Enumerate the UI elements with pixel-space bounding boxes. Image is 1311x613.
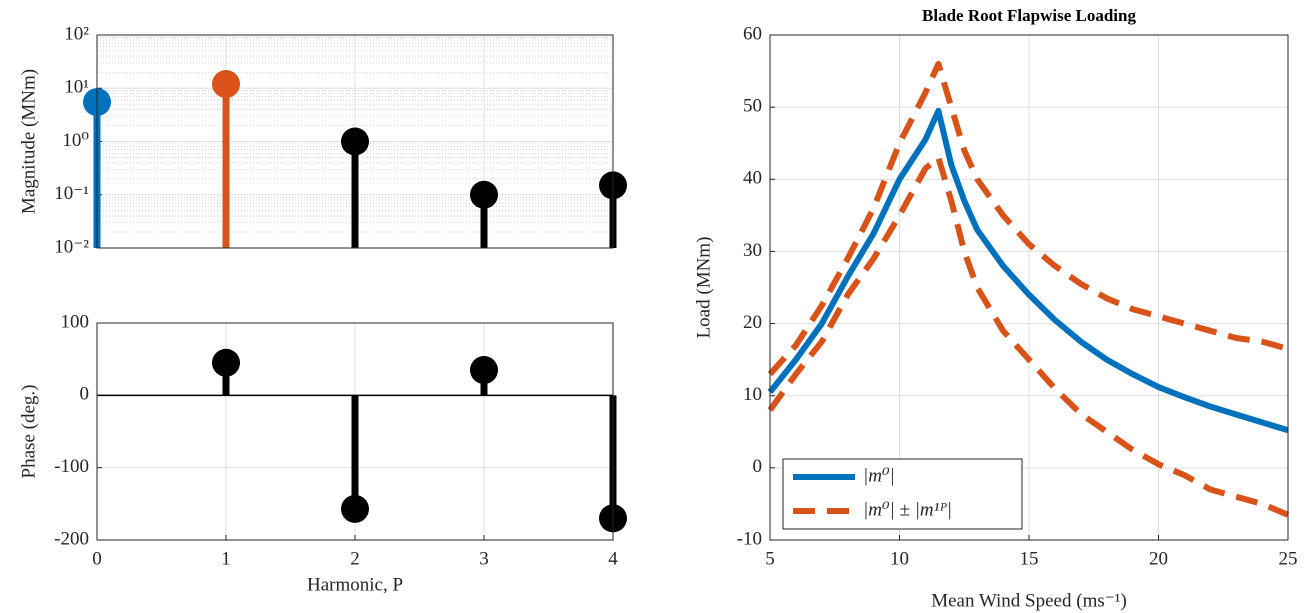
- x-tick-label: 2: [350, 548, 360, 569]
- legend-label: |m⁰| ± |m¹ᴾ|: [863, 499, 952, 520]
- x-tick-label: 3: [479, 548, 489, 569]
- x-tick-label: 10: [890, 548, 909, 569]
- series-line: [767, 107, 1289, 434]
- y-tick-label: 0: [753, 456, 763, 477]
- stem-marker: [470, 356, 498, 385]
- x-tick-label: 25: [1279, 548, 1298, 569]
- y-tick-label: 10¹: [64, 77, 89, 98]
- y-tick-label: -10: [737, 528, 762, 549]
- x-tick-label: 20: [1149, 548, 1168, 569]
- y-tick-label: 10: [743, 384, 762, 405]
- y-tick-label: 10²: [64, 23, 89, 44]
- y-tick-label: 40: [743, 168, 762, 189]
- x-tick-label: 4: [608, 548, 618, 569]
- x-axis-label: Harmonic, P: [307, 574, 403, 595]
- legend: [782, 458, 1023, 530]
- x-tick-label: 1: [221, 548, 231, 569]
- y-tick-label: 10⁻²: [54, 236, 89, 257]
- axes: 5 10 15 20 25 -10 0 10 20 30 40 50 60 |m⁰| |m⁰| ± |m¹ᴾ…: [693, 6, 1297, 611]
- axes: 10⁻² 10⁻¹ 10⁰ 10¹ 10² Magnitude (MNm): [18, 23, 627, 257]
- axes: 0 1 2 3 4 -200 -100 0 100 Harmonic, P Phase (deg.): [18, 311, 627, 595]
- stem-marker: [212, 348, 240, 377]
- stem-marker: [341, 127, 369, 156]
- stem-marker: [341, 494, 369, 523]
- y-axis-label: Magnitude (MNm): [18, 69, 39, 214]
- y-tick-label: 60: [743, 23, 762, 44]
- x-axis-label: Mean Wind Speed (ms⁻¹): [931, 590, 1127, 611]
- x-tick-label: 15: [1020, 548, 1039, 569]
- stem-marker: [212, 70, 240, 99]
- y-axis-label: Phase (deg.): [18, 385, 39, 479]
- series-line: [767, 60, 1289, 377]
- legend-label: |m⁰|: [863, 465, 895, 486]
- x-tick-label: 0: [92, 548, 102, 569]
- series-line: [767, 154, 1290, 518]
- y-axis-label: Load (MNm): [693, 237, 714, 339]
- x-tick-label: 5: [765, 548, 775, 569]
- y-tick-label: 30: [743, 240, 762, 261]
- chart-title: Blade Root Flapwise Loading: [922, 6, 1136, 25]
- axes-box: [96, 34, 614, 249]
- y-tick-label: 0: [80, 384, 90, 405]
- y-tick-label: 10⁰: [62, 130, 89, 151]
- y-tick-label: 10⁻¹: [54, 183, 89, 204]
- y-tick-label: 20: [743, 312, 762, 333]
- stem-marker: [470, 180, 498, 209]
- y-tick-label: -200: [54, 528, 89, 549]
- axes-box: [96, 322, 614, 541]
- axes-box: [769, 34, 1289, 541]
- y-tick-label: 100: [61, 311, 90, 332]
- y-tick-label: 50: [743, 96, 762, 117]
- y-tick-label: -100: [54, 456, 89, 477]
